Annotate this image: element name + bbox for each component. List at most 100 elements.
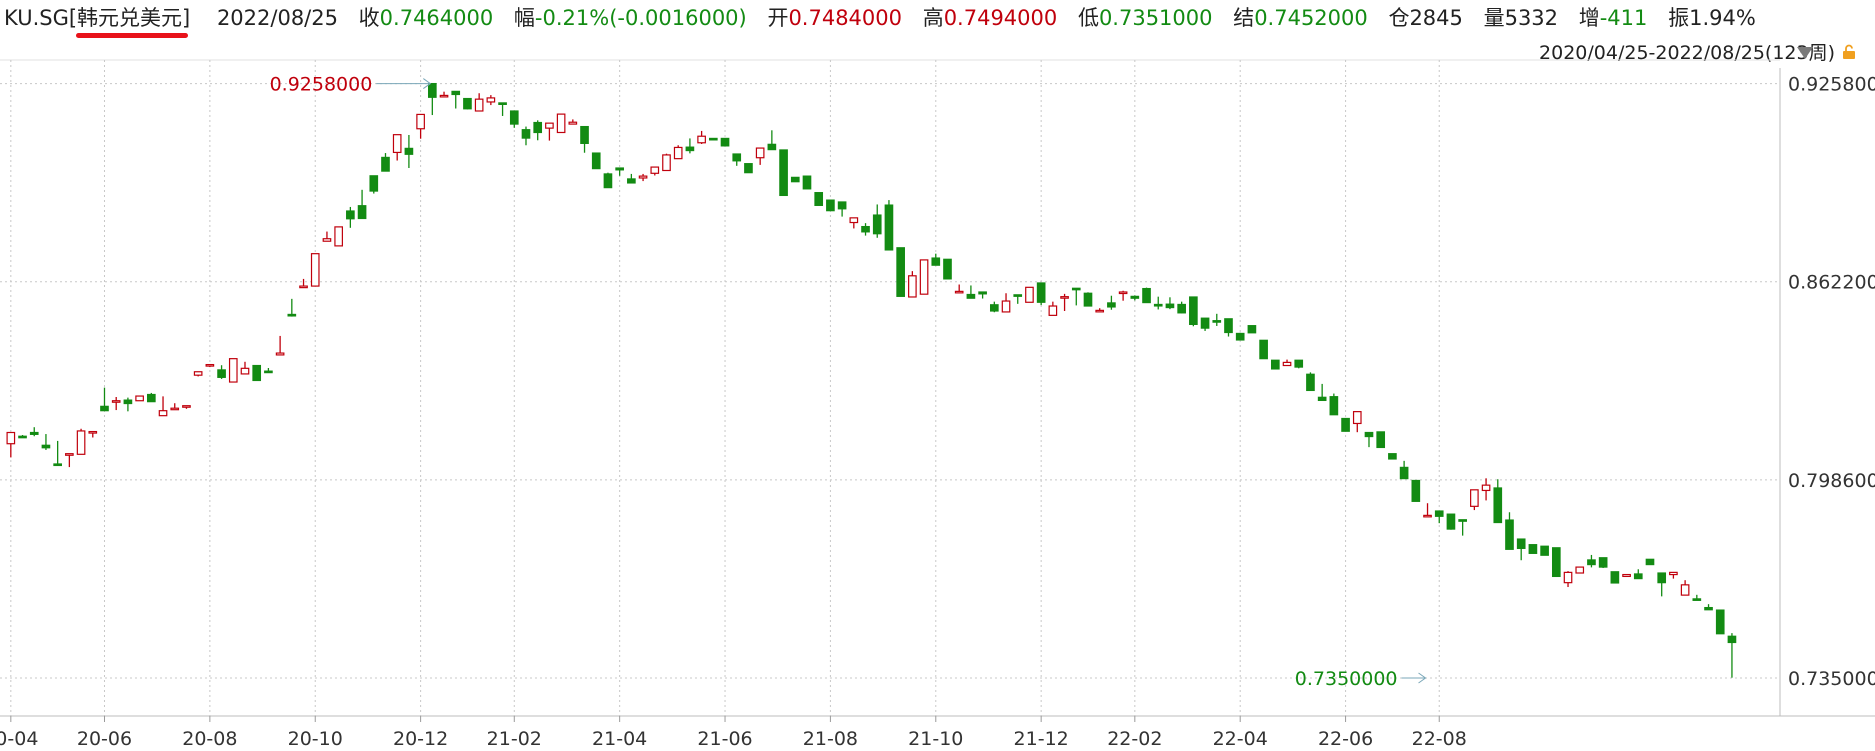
candle-up (88, 430, 98, 434)
candle-up (1470, 489, 1479, 507)
candle-down (790, 176, 800, 183)
change-value: -0.21%(-0.0016000) (534, 6, 747, 30)
open-interest-field: 仓2845 (1388, 6, 1462, 30)
candle-down (802, 175, 812, 190)
candle-down (427, 82, 437, 98)
x-tick-label: 22-06 (1318, 728, 1373, 750)
candle-down (1341, 417, 1350, 432)
x-tick-label: 20-10 (288, 728, 343, 750)
candle-down (1434, 510, 1444, 517)
candle-down (29, 431, 39, 435)
max-value-label: 0.9258000 (270, 74, 373, 96)
candle-down (1013, 294, 1023, 297)
symbol-title: KU.SG[韩元兑美元] (4, 0, 190, 38)
candle-up (275, 352, 285, 356)
candle-up (158, 410, 168, 417)
candle-up (697, 135, 706, 144)
candle-down (1528, 544, 1538, 554)
candle-down (978, 291, 987, 295)
candle-up (1563, 571, 1573, 584)
candle-up (111, 400, 121, 403)
candle-up (1481, 484, 1491, 492)
candle-down (708, 137, 718, 141)
candle-down (767, 143, 777, 151)
candle-down (896, 247, 905, 297)
y-tick-label: 0.7350000 (1788, 668, 1875, 690)
candle-up (1048, 305, 1058, 316)
candle-down (1294, 359, 1304, 368)
open-value: 0.7484000 (788, 6, 902, 30)
x-tick-label: 21-12 (1014, 728, 1069, 750)
candle-down (1036, 282, 1046, 303)
candle-down (1364, 431, 1374, 438)
triangle-down-icon[interactable] (1797, 47, 1813, 59)
candle-up (673, 146, 683, 160)
candle-down (1446, 513, 1456, 530)
volume-value: 5332 (1504, 6, 1559, 30)
x-tick-label: 22-08 (1412, 728, 1467, 750)
candle-up (1622, 573, 1631, 578)
x-tick-label: 20-06 (77, 728, 132, 750)
lock-icon[interactable] (1841, 44, 1857, 60)
candle-down (463, 97, 472, 110)
candle-down (837, 201, 847, 210)
candle-down (1376, 431, 1386, 449)
date-range-selector[interactable]: 2020/04/25-2022/08/25(123周) (1539, 42, 1835, 64)
candle-down (217, 369, 226, 378)
candle-up (76, 430, 86, 455)
high-label: 高 (922, 6, 944, 30)
candle-up (1680, 584, 1690, 596)
candle-up (1001, 300, 1011, 313)
candle-up (474, 98, 484, 112)
candle-down (1071, 287, 1081, 291)
candle-down (521, 129, 531, 139)
candle-up (486, 97, 496, 103)
candle-down (931, 257, 941, 266)
candle-up (1025, 286, 1034, 303)
candle-down (1505, 519, 1514, 550)
candle-down (1177, 303, 1186, 314)
candle-down (1598, 557, 1608, 568)
candle-up (1352, 411, 1362, 425)
candle-down (1142, 287, 1151, 304)
candle-down (53, 463, 62, 467)
candle-down (580, 125, 589, 144)
amplitude-value: 1.94% (1689, 6, 1756, 30)
volume-field: 量5332 (1484, 6, 1558, 30)
candle-down (100, 405, 109, 412)
name-underline (76, 33, 188, 38)
candle-down (1235, 332, 1245, 341)
quote-header: KU.SG[韩元兑美元] 2022/08/25 收0.7464000 幅-0.2… (0, 0, 1875, 38)
candle-down (404, 147, 414, 155)
candle-down (1399, 466, 1409, 480)
candle-up (240, 367, 250, 375)
candle-up (135, 395, 144, 402)
high-value: 0.7494000 (943, 6, 1058, 30)
max-pointer-arrow (423, 78, 432, 89)
low-label: 低 (1077, 6, 1099, 30)
candle-down (1458, 519, 1467, 522)
candle-down (884, 204, 894, 251)
candle-up (1095, 309, 1105, 313)
candle-down (41, 444, 51, 449)
candle-up (65, 453, 74, 456)
candle-up (193, 371, 203, 376)
candle-down (1692, 598, 1702, 601)
candle-down (357, 205, 367, 220)
candle-up (568, 121, 578, 125)
open-label: 开 (767, 6, 789, 30)
candle-down (1715, 609, 1725, 635)
candle-down (369, 175, 379, 192)
candle-up (662, 154, 671, 172)
settle-label: 结 (1233, 6, 1255, 30)
min-value-label: 0.7350000 (1295, 668, 1398, 690)
amplitude-field: 振1.94% (1668, 6, 1756, 30)
candle-down (1153, 303, 1163, 307)
candle-down (1657, 572, 1667, 584)
candle-down (123, 399, 133, 405)
candle-down (1107, 302, 1116, 308)
candle-up (1575, 566, 1585, 574)
candle-down (1551, 547, 1561, 578)
candle-down (1388, 453, 1397, 460)
